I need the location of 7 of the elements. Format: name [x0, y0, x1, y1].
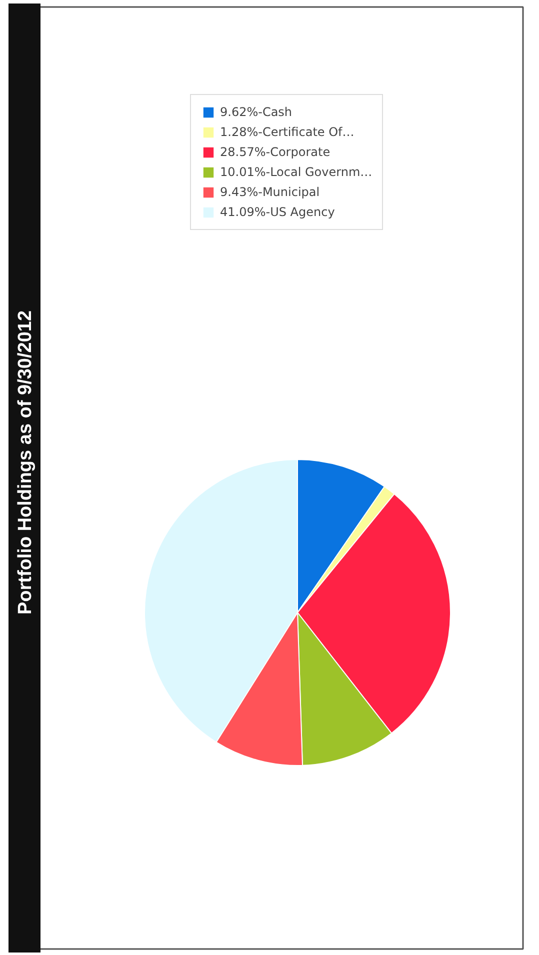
legend-label: 9.62%-Cash [220, 105, 292, 119]
legend-label: 28.57%-Corporate [220, 145, 330, 159]
legend-label: 1.28%-Certificate Of… [220, 125, 354, 139]
legend-label: 41.09%-US Agency [220, 205, 335, 219]
legend-label: 9.43%-Municipal [220, 185, 320, 199]
text: Portfolio Holdings as of 9/30/2012 [15, 310, 36, 615]
legend-label: 10.01%-Local Governm… [220, 165, 372, 179]
